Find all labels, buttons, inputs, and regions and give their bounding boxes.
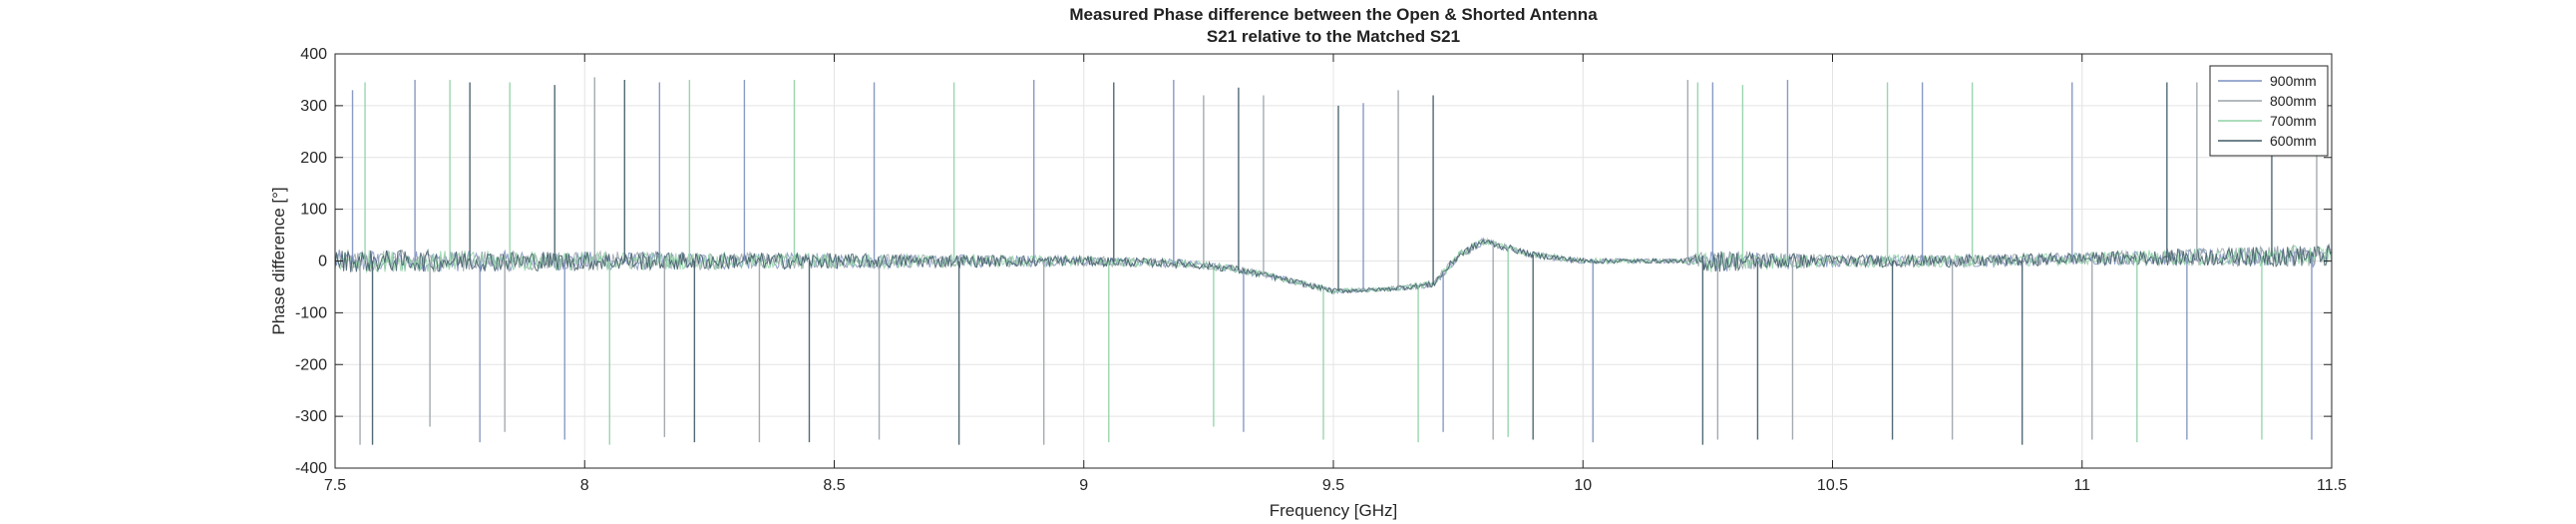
legend-label: 900mm [2270,73,2317,89]
x-tick-label: 10 [1574,477,1592,494]
y-tick-label: 300 [300,98,327,115]
y-axis-label: Phase difference [°] [269,187,288,334]
series-layer [334,77,2333,445]
series-line [334,239,2333,294]
legend-item: 900mm [2218,73,2317,89]
y-tick-label: -100 [295,304,327,321]
legend-item: 700mm [2218,113,2317,129]
y-tick-label: -300 [295,408,327,425]
legend-item: 600mm [2218,133,2317,149]
legend-label: 700mm [2270,113,2317,129]
x-tick-label: 11 [2073,477,2090,494]
legend-item: 800mm [2218,93,2317,109]
y-tick-label: -200 [295,356,327,373]
x-tick-label: 7.5 [324,477,346,494]
x-tick-label: 9 [1079,477,1088,494]
y-tick-label: -400 [295,460,327,477]
y-tick-label: 0 [318,254,327,270]
axis-ticks: 7.5 8 8.5 9 9.5 10 10.5 11 11.5 400 300 200 100 0 -100… [295,46,2347,494]
legend-label: 800mm [2270,93,2317,109]
chart-subtitle: S21 relative to the Matched S21 [1207,27,1460,46]
phase-wrap-spikes [351,77,2318,445]
x-axis-label: Frequency [GHz] [1270,501,1398,520]
legend-label: 600mm [2270,133,2317,149]
series-600mm [334,239,2333,294]
y-tick-label: 200 [300,150,327,167]
legend: 900mm 800mm 700mm 600mm [2209,65,2329,157]
y-tick-label: 400 [300,46,327,63]
x-tick-label: 8.5 [823,477,845,494]
x-tick-label: 11.5 [2317,477,2347,494]
y-tick-label: 100 [300,202,327,219]
x-tick-label: 8 [580,477,589,494]
x-tick-label: 10.5 [1817,477,1848,494]
x-tick-label: 9.5 [1322,477,1344,494]
chart-title: Measured Phase difference between the Op… [1069,5,1598,24]
